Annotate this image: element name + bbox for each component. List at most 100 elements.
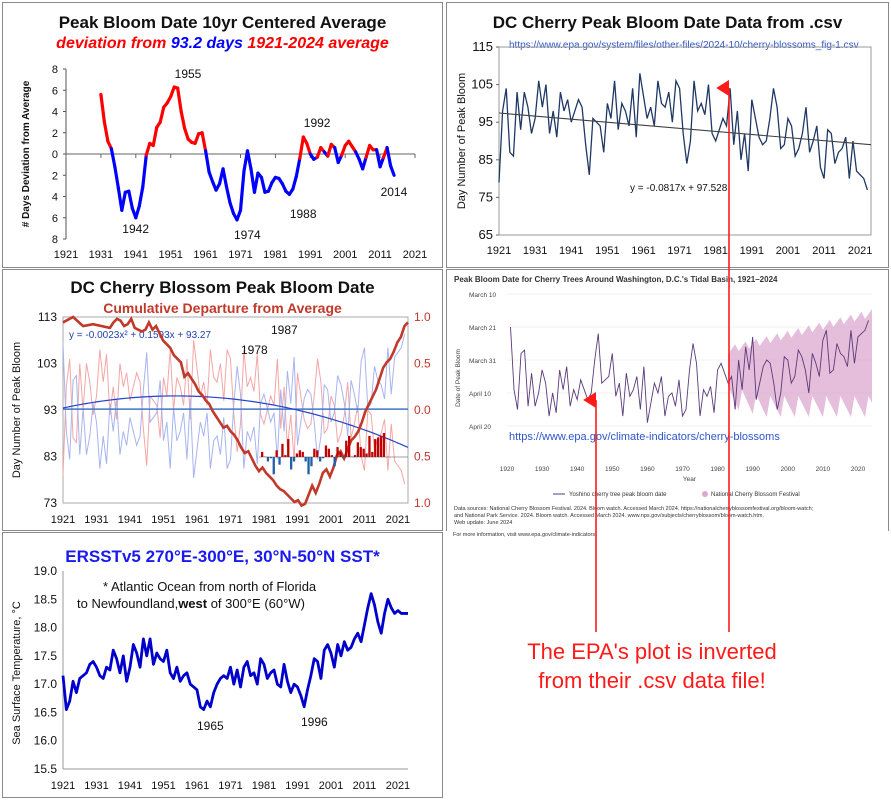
y-tick-label: 18.5 [34,592,58,606]
inset-bar [324,445,328,457]
x-axis-label: Year [683,476,697,483]
x-tick-label: 1931 [84,780,108,792]
series-segment [364,143,372,159]
y-tick-label: 73 [44,496,58,510]
panel-cumulative: DC Cherry Blossom Peak Bloom Date Cumula… [2,269,443,531]
x-tick-label: 1971 [228,249,252,261]
x-tick-label: 1951 [151,514,175,526]
x-tick-label: 1941 [118,514,142,526]
inset-bar [379,435,383,457]
note-line-1: The EPA's plot is inverted [527,639,777,664]
panel-csv-data: DC Cherry Peak Bloom Date Data from .csv… [446,2,889,268]
inset-bar [272,457,275,475]
y-axis-label: Sea Surface Temperature, °C [11,601,23,745]
subtitle-part-3: 1921-2024 average [242,35,389,52]
series-segment [134,204,141,220]
inset-bar [275,450,278,457]
legend-label: National Cherry Blossom Festival [711,492,800,498]
inset-bar [301,451,304,457]
y-tick-label: March 31 [469,358,496,365]
inset-bar [278,457,281,465]
y-tick-label: April 10 [469,391,491,398]
x-tick-label: 1921 [51,780,75,792]
panel-sst: ERSSTv5 270°E-300°E, 30°N-50°N SST* * At… [2,532,443,798]
plot-frame [62,316,409,504]
series-line [498,73,869,191]
y-tick-label: 113 [38,310,57,324]
x-tick-label: 1981 [263,249,287,261]
chart-subtitle: Cumulative Departure from Average [103,300,342,316]
x-tick-label: 1951 [595,245,619,257]
series-segment [102,120,110,143]
series-segment [113,165,120,190]
x-tick-label: 2011 [353,780,377,792]
epa-url[interactable]: https://www.epa.gov/climate-indicators/c… [509,431,780,443]
x-tick-label: 1941 [559,245,583,257]
y-tick-label: 18.0 [34,621,58,635]
annotation-label: 1992 [304,116,331,130]
inset-bar [356,442,359,457]
inset-bar [345,440,348,457]
festival-band [728,309,872,417]
epa-chart-title: Peak Bloom Date for Cherry Trees Around … [454,275,778,284]
plot-frame [498,46,872,236]
y-tick-label: 19.0 [34,564,58,578]
x-tick-label: 1940 [570,466,585,473]
series-segment [158,105,166,124]
annotation-label: 1942 [122,222,149,236]
y-tick-label: 65 [479,227,493,242]
x-tick-label: 1971 [667,245,691,257]
chart-plot-area: 8 6 4 2 0 2 4 6 8 1921 1931 1941 1951 1961 1971 1981 199… [21,64,427,261]
x-tick-label: 1981 [252,514,276,526]
series-segment [109,147,117,169]
inset-bar [298,450,301,457]
x-tick-label: 1991 [740,245,764,257]
inset-bar [339,451,342,457]
series-segment [378,155,386,169]
subtitle-part-1: deviation from [56,35,171,52]
chart-title: DC Cherry Peak Bloom Date Data from .csv [492,13,843,32]
inset-bar [292,457,296,462]
inset-bar [269,457,272,459]
x-tick-label: 2011 [368,249,392,261]
legend-band-swatch [702,491,708,497]
chart-subtitle: deviation from 93.2 days 1921-2024 avera… [3,35,442,53]
source-line: Data sources: National Cherry Blossom Fe… [454,506,814,512]
y2-tick-label: 0.5 [414,357,431,371]
series-segment [120,190,127,212]
series-segment [204,149,211,174]
y-tick-label: 6 [52,85,58,97]
y-tick-label: 8 [52,64,58,76]
inset-bar [310,457,313,467]
x-tick-label: 1961 [185,780,209,792]
x-tick-label: 1960 [640,466,655,473]
source-url[interactable]: https://www.epa.gov/system/files/other-f… [509,40,859,51]
x-tick-label: 2011 [353,514,377,526]
inset-bar [284,455,287,457]
note-line-2: from their .csv data file! [538,668,766,693]
x-tick-label: 1991 [285,514,309,526]
inset-bar [353,455,357,457]
fit-equation: y = -0.0023x² + 0.1593x + 93.27 [69,330,211,341]
series-segment [151,125,159,148]
y2-tick-label: 0.0 [414,403,431,417]
x-tick-label: 2000 [781,466,796,473]
x-tick-label: 2021 [848,245,872,257]
x-tick-label: 2001 [776,245,800,257]
series-segment [207,170,215,184]
annotation-label: 2014 [381,185,408,199]
series-segment [141,153,148,189]
inset-bar [313,448,316,457]
series-segment [291,174,298,191]
x-tick-label: 1971 [218,514,242,526]
chart-plot-area: 65 75 85 95 105 115 1921 1931 1941 1951 1961 1971 19… [456,39,872,257]
inset-bar [330,455,333,457]
series-segment [259,175,267,194]
inset-bar [319,457,322,462]
series-segment [144,141,152,157]
inset-bar [281,443,284,457]
inset-bar [333,457,336,467]
x-tick-label: 1951 [158,249,182,261]
inset-bar [365,453,368,457]
inset-bar [362,448,365,457]
